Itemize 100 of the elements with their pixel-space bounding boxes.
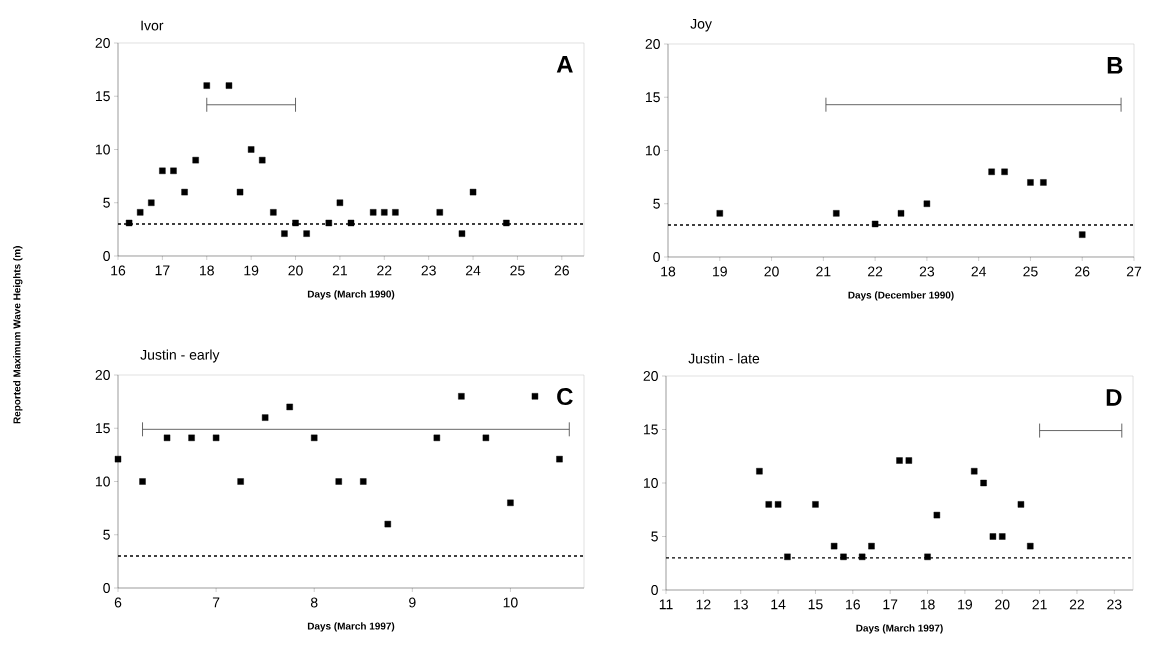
point bbox=[840, 553, 847, 561]
annotation: C bbox=[557, 388, 573, 406]
x-tick-label: 7 bbox=[212, 597, 220, 608]
y-tick-label: 15 bbox=[95, 91, 110, 102]
x-tick-label: 19 bbox=[244, 265, 259, 276]
x-tick-label: 19 bbox=[713, 266, 727, 277]
point bbox=[774, 501, 782, 508]
point bbox=[335, 478, 342, 485]
point bbox=[381, 209, 388, 216]
point bbox=[125, 219, 133, 227]
point bbox=[360, 478, 367, 485]
x-tick-label: 21 bbox=[1032, 599, 1047, 610]
point bbox=[203, 82, 210, 89]
point bbox=[507, 499, 514, 506]
point bbox=[1027, 179, 1034, 186]
point bbox=[971, 468, 978, 475]
x-tick-label: 8 bbox=[310, 597, 318, 608]
x-tick-label: 21 bbox=[332, 265, 348, 276]
point bbox=[225, 82, 233, 89]
point bbox=[1027, 542, 1034, 550]
x-tick-label: 23 bbox=[919, 266, 935, 277]
x-tick-label: 26 bbox=[554, 265, 569, 276]
point bbox=[303, 230, 310, 237]
point bbox=[188, 434, 195, 442]
x-tick-label: 15 bbox=[808, 599, 823, 610]
x-tick-label: 18 bbox=[920, 599, 935, 610]
x-tick-label: 22 bbox=[377, 265, 392, 276]
point bbox=[236, 188, 244, 196]
y-tick-label: 0 bbox=[103, 251, 110, 261]
point bbox=[292, 219, 299, 227]
y-tick-label: 20 bbox=[643, 371, 658, 381]
x-tick-label: 24 bbox=[971, 266, 987, 277]
x-tick-label: 20 bbox=[995, 599, 1010, 610]
point bbox=[247, 146, 255, 153]
point bbox=[311, 434, 318, 442]
point bbox=[212, 434, 220, 442]
point bbox=[181, 188, 188, 196]
x-tick-label: 14 bbox=[771, 599, 786, 610]
y-tick-label: 20 bbox=[95, 38, 110, 48]
x-tick-label: 26 bbox=[1075, 266, 1090, 277]
x-tick-label: 12 bbox=[696, 599, 711, 610]
y-tick-label: 0 bbox=[653, 252, 660, 262]
point bbox=[1001, 168, 1008, 175]
annotation: B bbox=[1107, 57, 1123, 74]
x-tick-label: 18 bbox=[661, 266, 676, 277]
point bbox=[868, 542, 875, 550]
point bbox=[765, 501, 772, 508]
point bbox=[458, 230, 466, 237]
x-axis-title: Days (March 1990) bbox=[307, 290, 395, 300]
point bbox=[812, 501, 819, 508]
point bbox=[833, 210, 840, 217]
y-tick-label: 10 bbox=[95, 144, 110, 155]
point bbox=[1040, 179, 1047, 186]
annotation: D bbox=[1106, 389, 1122, 406]
y-tick-label: 15 bbox=[643, 424, 658, 435]
x-tick-label: 25 bbox=[1023, 266, 1038, 277]
x-tick-label: 17 bbox=[883, 599, 898, 610]
y-tick-label: 5 bbox=[653, 198, 660, 209]
point bbox=[858, 553, 866, 561]
point bbox=[436, 209, 443, 216]
y-tick-label: 10 bbox=[645, 145, 660, 156]
x-tick-label: 25 bbox=[510, 265, 525, 276]
point bbox=[325, 219, 333, 227]
point bbox=[897, 210, 905, 217]
point bbox=[170, 167, 177, 174]
point bbox=[336, 199, 344, 206]
y-tick-label: 0 bbox=[103, 583, 110, 593]
chart-title: Justin - early bbox=[140, 349, 220, 363]
y-tick-label: 10 bbox=[95, 476, 110, 487]
y-axis-title: Reported Maximum Wave Heights (m) bbox=[13, 246, 23, 424]
point bbox=[139, 478, 146, 485]
x-tick-label: 11 bbox=[659, 599, 673, 610]
chart-title: Justin - late bbox=[688, 353, 760, 364]
x-tick-label: 16 bbox=[111, 265, 126, 276]
point bbox=[556, 455, 563, 463]
y-tick-label: 0 bbox=[651, 585, 658, 595]
point bbox=[830, 542, 838, 550]
y-tick-label: 20 bbox=[645, 39, 660, 49]
x-tick-label: 22 bbox=[1069, 599, 1085, 610]
point bbox=[384, 520, 391, 528]
point bbox=[347, 219, 355, 227]
point bbox=[163, 434, 171, 442]
point bbox=[458, 393, 465, 400]
x-tick-label: 9 bbox=[409, 597, 416, 608]
x-tick-label: 16 bbox=[846, 599, 860, 610]
point bbox=[114, 455, 122, 463]
point bbox=[270, 209, 277, 216]
point bbox=[924, 553, 931, 561]
point bbox=[756, 468, 763, 475]
x-tick-label: 10 bbox=[503, 597, 518, 608]
point bbox=[980, 479, 987, 487]
x-tick-label: 22 bbox=[868, 266, 883, 277]
point bbox=[261, 414, 269, 421]
x-tick-label: 20 bbox=[764, 266, 779, 277]
point bbox=[148, 199, 155, 206]
x-tick-label: 21 bbox=[816, 266, 831, 277]
y-tick-label: 5 bbox=[651, 531, 658, 542]
point bbox=[259, 156, 266, 164]
point bbox=[1079, 231, 1086, 238]
point bbox=[896, 457, 903, 464]
